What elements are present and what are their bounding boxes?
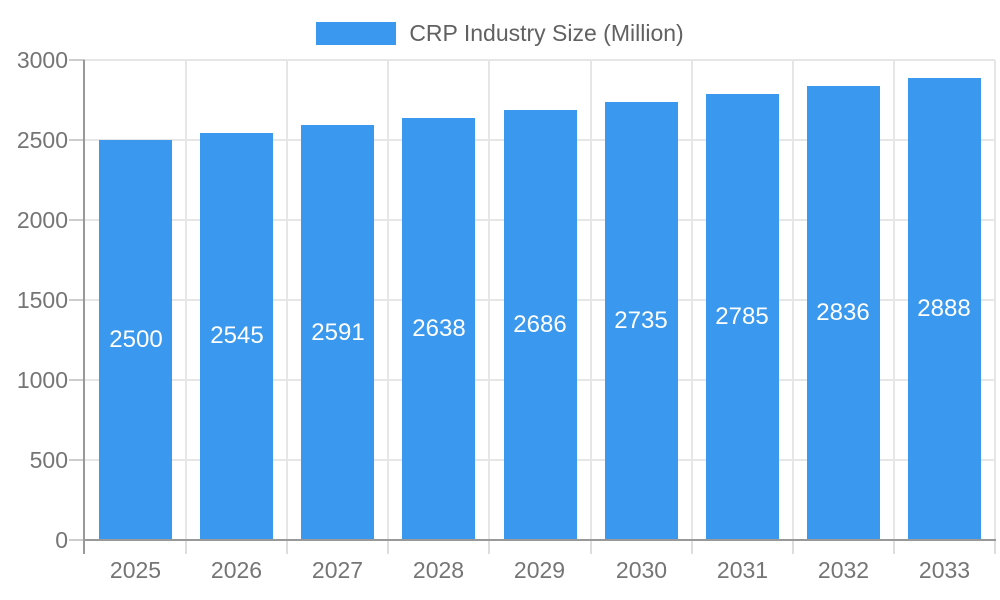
x-axis-label: 2026 [210,557,263,583]
bar-value-label: 2836 [816,299,870,326]
y-axis-label: 2000 [16,207,68,233]
bar-2030[interactable] [605,102,678,540]
x-axis-label: 2032 [817,557,870,583]
gridline-vertical [488,60,490,540]
gridline-vertical [691,60,693,540]
chart-legend[interactable]: CRP Industry Size (Million) [0,20,1000,46]
legend-label[interactable]: CRP Industry Size (Million) [409,20,684,46]
bar-value-label: 2638 [412,315,466,342]
x-axis-label: 2029 [513,557,566,583]
bar-value-label: 2735 [614,307,668,334]
bar-2027[interactable] [301,125,374,540]
x-axis-tick [893,540,895,554]
bar-value-label: 2545 [210,322,264,349]
y-axis-label: 1000 [16,367,68,393]
bar-2031[interactable] [706,94,779,540]
y-axis-tick [69,539,85,541]
bar-value-label: 2500 [109,326,163,353]
y-axis-label: 1500 [16,287,68,313]
x-axis-tick [590,540,592,554]
gridline-vertical [185,60,187,540]
x-axis-label: 2025 [109,557,162,583]
x-axis-label: 2031 [716,557,769,583]
bar-value-label: 2785 [715,303,769,330]
x-axis-tick [792,540,794,554]
y-axis-line [83,60,85,554]
x-axis-label: 2027 [311,557,364,583]
y-axis-tick [69,459,85,461]
legend-swatch[interactable] [316,21,397,45]
y-axis-tick [69,299,85,301]
bar-2029[interactable] [504,110,577,540]
y-axis-tick [69,139,85,141]
gridline-horizontal [85,59,995,61]
y-axis-tick [69,219,85,221]
bar-value-label: 2888 [917,295,971,322]
gridline-vertical [590,60,592,540]
bar-2033[interactable] [908,78,981,540]
bar-2026[interactable] [200,133,273,540]
x-axis-label: 2030 [615,557,668,583]
x-axis-tick [286,540,288,554]
y-axis-tick [69,379,85,381]
gridline-vertical [792,60,794,540]
y-axis-label: 3000 [16,47,68,73]
gridline-vertical [387,60,389,540]
x-axis-tick [488,540,490,554]
y-axis-label: 2500 [16,127,68,153]
gridline-vertical [893,60,895,540]
y-axis-label: 500 [29,447,68,473]
x-axis-label: 2033 [918,557,971,583]
x-axis-tick [387,540,389,554]
x-axis-tick [185,540,187,554]
y-axis-tick [69,59,85,61]
x-axis-line [83,539,996,541]
gridline-vertical [994,60,996,540]
bar-value-label: 2591 [311,319,365,346]
x-axis-tick [691,540,693,554]
bar-2032[interactable] [807,86,880,540]
gridline-vertical [286,60,288,540]
bar-value-label: 2686 [513,311,567,338]
bar-2025[interactable] [99,140,172,540]
y-axis-label: 0 [55,527,68,553]
x-axis-tick [994,540,996,554]
bar-2028[interactable] [402,118,475,540]
x-axis-label: 2028 [412,557,465,583]
